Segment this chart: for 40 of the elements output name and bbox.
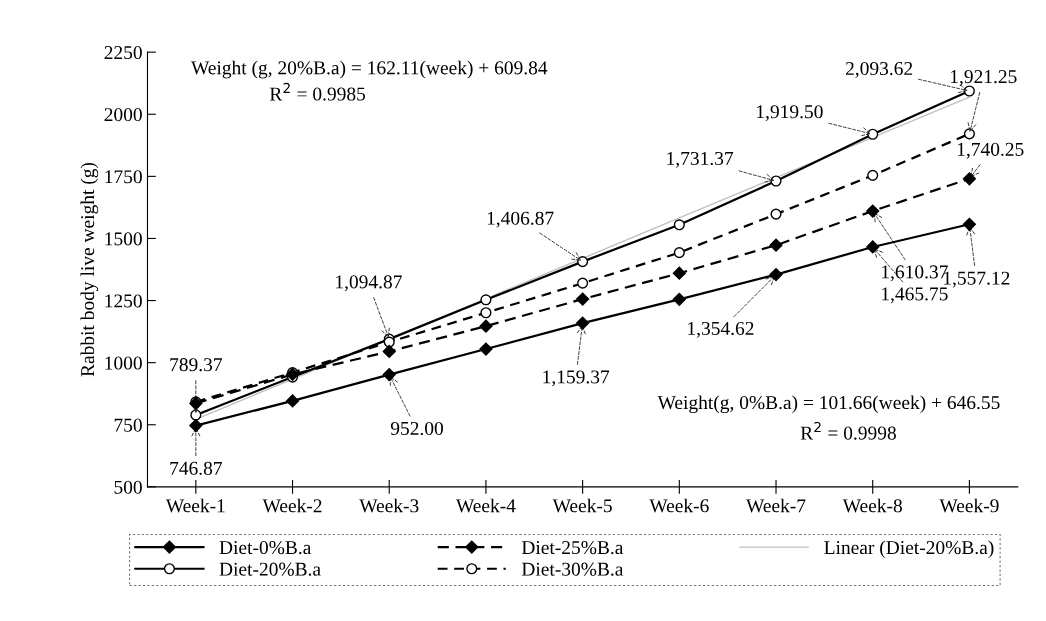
y-tick-label: 1750 — [105, 170, 142, 184]
y-tick-label: 500 — [114, 480, 142, 494]
y-tick-label: 1250 — [105, 294, 142, 308]
legend-label: Diet-25%B.a — [521, 540, 624, 555]
x-tick-label: Week-4 — [455, 498, 516, 513]
y-axis-title: Rabbit body live weight (g) — [80, 162, 99, 377]
annotation: Weight (g, 20%B.a) = 162.11(week) + 609.84 — [191, 60, 548, 79]
y-tick-label: 2250 — [104, 45, 142, 60]
data-label: 1,159.37 — [543, 370, 610, 387]
data-label: 2,093.62 — [845, 61, 913, 78]
data-label: 1,465.75 — [882, 287, 948, 304]
legend-label: Diet-0%B.a — [219, 540, 312, 555]
data-label: 1,921.25 — [950, 70, 1017, 86]
data-label: 952.00 — [390, 421, 443, 436]
legend-label: Diet-30%B.a — [521, 562, 624, 576]
data-label: 1,731.37 — [667, 151, 734, 168]
x-tick-label: Week-2 — [262, 498, 322, 513]
y-tick-label: 2000 — [104, 108, 142, 122]
y-tick-label: 1000 — [105, 356, 142, 370]
y-tick-label: 1500 — [105, 232, 142, 246]
x-tick-label: Week-9 — [939, 498, 999, 513]
x-tick-label: Week-1 — [165, 498, 225, 513]
annotation: R$^{2}$ = 0.9985 — [269, 82, 366, 101]
data-label: 746.87 — [170, 461, 223, 475]
data-label: 1,354.62 — [688, 321, 754, 338]
legend-label: Diet-20%B.a — [219, 562, 321, 576]
y-tick-label: 750 — [114, 418, 142, 432]
x-tick-label: Week-5 — [552, 498, 612, 513]
data-label: 789.37 — [170, 358, 223, 372]
x-tick-label: Week-7 — [746, 498, 806, 513]
data-label: 1,919.50 — [757, 105, 823, 122]
annotation: Weight(g, 0%B.a) = 101.66(week) + 646.55 — [657, 395, 1000, 414]
data-label: 1,740.25 — [957, 142, 1024, 159]
legend-label: Linear (Diet-20%B.a) — [824, 540, 994, 559]
x-tick-label: Week-6 — [649, 498, 709, 513]
data-label: 1,406.87 — [487, 211, 554, 228]
x-tick-label: Week-3 — [359, 498, 419, 513]
data-label: 1,094.87 — [336, 275, 402, 292]
annotation: R$^{2}$ = 0.9998 — [800, 421, 896, 440]
x-tick-label: Week-8 — [842, 498, 902, 513]
